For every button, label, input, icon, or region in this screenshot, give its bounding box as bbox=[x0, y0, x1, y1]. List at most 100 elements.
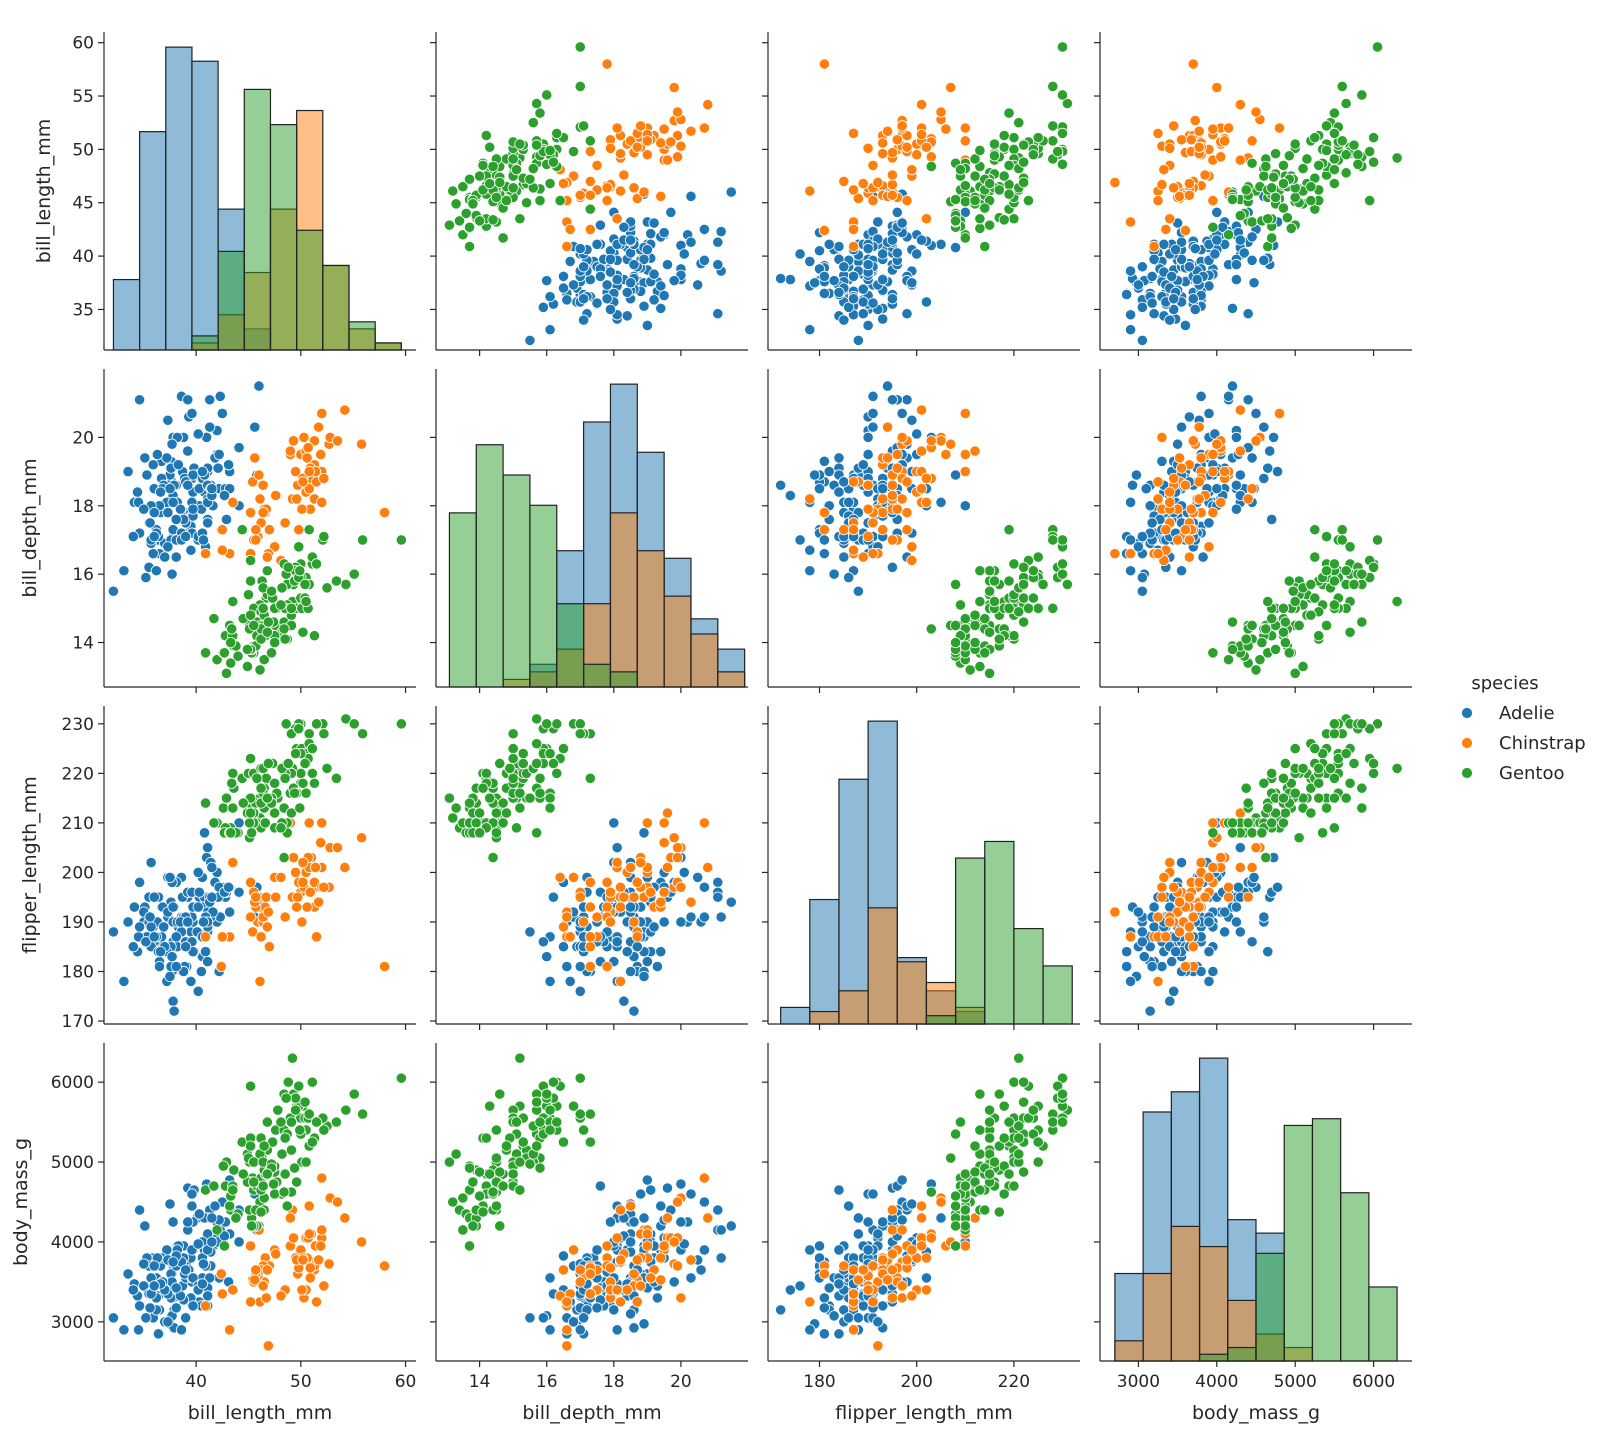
scatter-point-gentoo bbox=[1356, 802, 1368, 814]
scatter-point-gentoo bbox=[1283, 647, 1295, 659]
scatter-point-chinstrap bbox=[641, 149, 653, 161]
scatter-point-chinstrap bbox=[940, 123, 952, 135]
scatter-point-gentoo bbox=[265, 585, 278, 597]
scatter-point-gentoo bbox=[1260, 160, 1272, 173]
scatter-point-adelie bbox=[628, 1005, 640, 1017]
scatter-point-gentoo bbox=[246, 1220, 258, 1232]
scatter-point-chinstrap bbox=[1156, 891, 1168, 903]
scatter-point-chinstrap bbox=[920, 141, 933, 153]
scatter-point-gentoo bbox=[310, 558, 323, 570]
scatter-point-chinstrap bbox=[915, 1240, 928, 1252]
scatter-point-adelie bbox=[537, 936, 549, 948]
panel-bill_length_mm-vs-flipper_length_mm bbox=[762, 32, 1080, 356]
scatter-point-gentoo bbox=[974, 222, 986, 234]
scatter-point-adelie bbox=[886, 561, 899, 573]
scatter-point-gentoo bbox=[1022, 602, 1035, 614]
scatter-point-adelie bbox=[685, 911, 697, 923]
scatter-point-chinstrap bbox=[287, 851, 300, 864]
scatter-point-adelie bbox=[1170, 946, 1182, 958]
scatter-point-chinstrap bbox=[601, 960, 613, 973]
scatter-point-adelie bbox=[1271, 465, 1284, 478]
scatter-point-gentoo bbox=[1277, 202, 1290, 214]
scatter-point-adelie bbox=[881, 380, 894, 392]
scatter-point-adelie bbox=[192, 985, 204, 997]
scatter-point-gentoo bbox=[1328, 164, 1340, 176]
scatter-point-chinstrap bbox=[1199, 891, 1211, 903]
hist-bar-gentoo bbox=[348, 321, 376, 351]
scatter-point-gentoo bbox=[474, 1166, 486, 1178]
scatter-point-adelie bbox=[818, 1292, 830, 1304]
scatter-point-chinstrap bbox=[1234, 98, 1246, 111]
scatter-point-gentoo bbox=[457, 1224, 469, 1236]
scatter-point-gentoo bbox=[308, 630, 321, 642]
scatter-point-adelie bbox=[541, 951, 553, 963]
scatter-point-chinstrap bbox=[247, 926, 259, 938]
scatter-point-gentoo bbox=[1032, 551, 1044, 563]
scatter-point-adelie bbox=[1168, 985, 1180, 997]
scatter-point-chinstrap bbox=[614, 881, 627, 893]
scatter-point-adelie bbox=[906, 414, 918, 426]
scatter-point-chinstrap bbox=[886, 534, 899, 546]
scatter-point-chinstrap bbox=[316, 1224, 328, 1236]
scatter-point-adelie bbox=[833, 1328, 845, 1340]
scatter-point-chinstrap bbox=[862, 142, 874, 154]
scatter-point-adelie bbox=[823, 1282, 835, 1294]
scatter-point-chinstrap bbox=[945, 438, 957, 450]
scatter-point-gentoo bbox=[494, 176, 506, 189]
scatter-point-adelie bbox=[591, 238, 603, 250]
scatter-point-adelie bbox=[1191, 273, 1203, 286]
scatter-point-chinstrap bbox=[920, 472, 933, 485]
scatter-point-adelie bbox=[867, 297, 879, 309]
scatter-point-adelie bbox=[1222, 390, 1235, 402]
scatter-point-gentoo bbox=[1340, 747, 1352, 760]
scatter-point-chinstrap bbox=[601, 195, 613, 207]
scatter-point-chinstrap bbox=[886, 489, 899, 502]
scatter-point-gentoo bbox=[1305, 578, 1317, 591]
scatter-point-gentoo bbox=[959, 1180, 971, 1192]
scatter-point-chinstrap bbox=[298, 431, 310, 443]
scatter-point-adelie bbox=[1211, 483, 1223, 495]
scatter-point-adelie bbox=[1132, 279, 1145, 291]
scatter-point-gentoo bbox=[527, 162, 539, 175]
scatter-point-gentoo bbox=[251, 772, 263, 784]
hist-bar-gentoo bbox=[925, 1015, 957, 1025]
scatter-point-gentoo bbox=[974, 1184, 986, 1196]
scatter-point-chinstrap bbox=[838, 1260, 850, 1272]
scatter-point-gentoo bbox=[544, 1124, 556, 1136]
scatter-point-adelie bbox=[655, 302, 667, 314]
scatter-point-adelie bbox=[604, 253, 617, 265]
scatter-point-adelie bbox=[601, 279, 613, 291]
scatter-point-adelie bbox=[144, 517, 156, 529]
scatter-point-adelie bbox=[1148, 253, 1160, 265]
scatter-point-adelie bbox=[148, 1260, 160, 1272]
scatter-point-chinstrap bbox=[1203, 871, 1215, 883]
scatter-point-chinstrap bbox=[574, 1264, 586, 1276]
scatter-point-gentoo bbox=[300, 787, 312, 799]
scatter-point-gentoo bbox=[998, 1100, 1010, 1112]
scatter-point-chinstrap bbox=[881, 421, 894, 433]
scatter-point-adelie bbox=[152, 1328, 165, 1340]
scatter-point-chinstrap bbox=[901, 1254, 913, 1266]
scatter-point-chinstrap bbox=[289, 866, 302, 879]
scatter-point-gentoo bbox=[959, 1204, 971, 1216]
scatter-point-gentoo bbox=[1246, 827, 1258, 839]
scatter-point-gentoo bbox=[1289, 742, 1301, 755]
scatter-point-gentoo bbox=[242, 589, 255, 601]
scatter-point-gentoo bbox=[291, 1176, 303, 1188]
scatter-point-adelie bbox=[833, 1244, 845, 1256]
scatter-point-gentoo bbox=[228, 1164, 240, 1176]
scatter-point-gentoo bbox=[1008, 1076, 1020, 1088]
scatter-point-chinstrap bbox=[959, 135, 971, 147]
scatter-point-adelie bbox=[1246, 231, 1258, 243]
scatter-point-gentoo bbox=[1356, 568, 1368, 580]
scatter-point-gentoo bbox=[1305, 807, 1317, 819]
hist-bar-gentoo bbox=[1311, 1118, 1342, 1362]
scatter-point-chinstrap bbox=[877, 524, 889, 536]
scatter-point-gentoo bbox=[1266, 232, 1278, 244]
scatter-point-gentoo bbox=[949, 636, 962, 649]
scatter-point-adelie bbox=[1166, 270, 1178, 282]
scatter-point-adelie bbox=[624, 1308, 637, 1320]
scatter-point-chinstrap bbox=[1246, 861, 1258, 874]
scatter-point-gentoo bbox=[969, 1140, 981, 1152]
scatter-point-adelie bbox=[164, 483, 176, 495]
